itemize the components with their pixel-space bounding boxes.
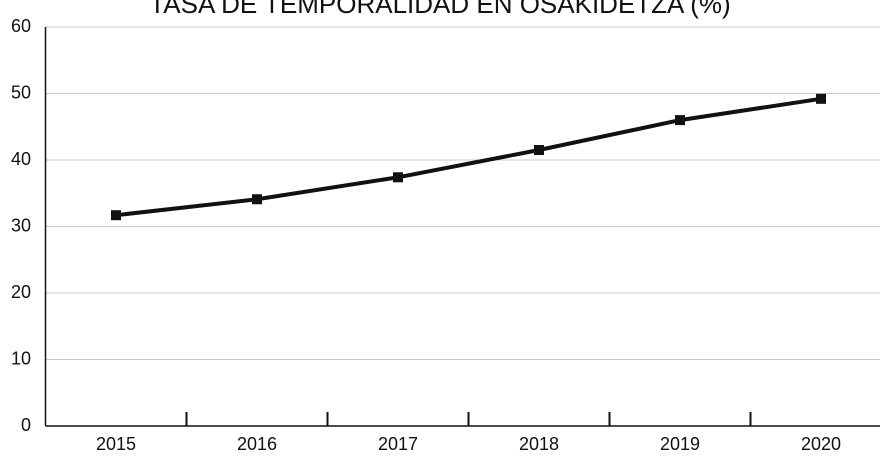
marker: [393, 172, 403, 183]
marker: [252, 194, 262, 205]
y-tick-label: 60: [11, 16, 31, 36]
marker: [534, 145, 544, 156]
x-tick-label: 2019: [660, 434, 700, 454]
marker: [111, 210, 121, 221]
chart-title: TASA DE TEMPORALIDAD EN OSAKIDETZA (%): [149, 0, 730, 19]
x-tick-label: 2018: [519, 434, 559, 454]
y-tick-label: 20: [11, 282, 31, 302]
y-tick-label: 40: [11, 149, 31, 169]
y-tick-label: 50: [11, 82, 31, 102]
x-tick-label: 2015: [96, 434, 136, 454]
x-tick-label: 2017: [378, 434, 418, 454]
line: [115, 96, 822, 218]
marker: [675, 115, 685, 126]
y-tick-label: 30: [11, 215, 31, 235]
x-tick-label: 2016: [237, 434, 277, 454]
marker: [816, 93, 826, 104]
x-tick-label: 2020: [801, 434, 841, 454]
y-tick-label: 10: [11, 348, 31, 368]
y-tick-label: 0: [21, 415, 31, 435]
